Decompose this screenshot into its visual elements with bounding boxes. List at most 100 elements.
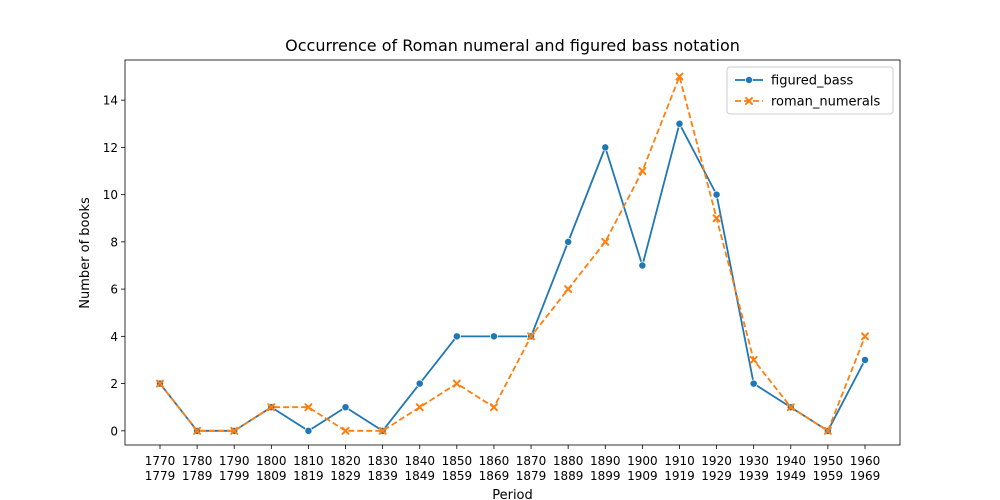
y-axis: 0 2 4 6 8 10 12 14 <box>103 94 125 438</box>
x-tick-label: 1850 <box>442 454 473 468</box>
data-point <box>675 72 684 81</box>
series-layer <box>156 72 869 435</box>
x-tick-label: 1859 <box>442 469 473 483</box>
data-point <box>861 332 869 341</box>
data-point <box>527 332 536 341</box>
data-point <box>378 426 387 435</box>
x-tick-label: 1790 <box>219 454 250 468</box>
x-tick-label: 1919 <box>664 469 695 483</box>
series-line-roman_numerals <box>159 75 866 432</box>
x-tick-label: 1940 <box>776 454 807 468</box>
y-tick-label: 6 <box>110 283 118 297</box>
y-tick-label: 14 <box>103 94 118 108</box>
x-tick-label: 1820 <box>330 454 361 468</box>
x-tick-label: 1869 <box>479 469 510 483</box>
data-point <box>341 403 350 412</box>
data-point <box>304 403 313 412</box>
x-tick-label: 1909 <box>627 469 658 483</box>
x-tick-label: 1809 <box>256 469 287 483</box>
legend-marker <box>745 76 753 84</box>
y-tick-label: 8 <box>110 235 118 249</box>
data-point <box>861 356 869 364</box>
x-tick-label: 1899 <box>590 469 621 483</box>
data-point <box>230 426 239 435</box>
x-tick-label: 1810 <box>293 454 324 468</box>
x-tick-label: 1929 <box>701 469 732 483</box>
x-tick-label: 1839 <box>367 469 398 483</box>
x-tick-label: 1939 <box>738 469 769 483</box>
legend-label: roman_numerals <box>771 95 880 110</box>
data-point <box>156 379 164 388</box>
x-tick-label: 1920 <box>701 454 732 468</box>
x-tick-label: 1889 <box>553 469 584 483</box>
legend-item-roman_numerals: roman_numerals <box>735 95 880 110</box>
data-point <box>601 237 610 246</box>
x-tick-label: 1770 <box>145 454 176 468</box>
legend: figured_bass roman_numerals <box>726 66 894 115</box>
x-tick-label: 1800 <box>256 454 287 468</box>
data-point <box>267 403 276 412</box>
x-tick-label: 1890 <box>590 454 621 468</box>
x-tick-label: 1950 <box>813 454 844 468</box>
data-point <box>712 214 721 223</box>
data-point <box>415 379 424 388</box>
data-point <box>415 403 424 412</box>
legend-box <box>726 66 894 115</box>
data-point <box>193 426 202 435</box>
data-point <box>452 379 461 388</box>
x-tick-label: 1960 <box>850 454 881 468</box>
legend-label: figured_bass <box>771 74 853 89</box>
data-point <box>823 426 832 435</box>
data-point <box>675 119 684 128</box>
legend-item-figured_bass: figured_bass <box>735 74 853 89</box>
plot-area <box>124 59 901 446</box>
y-tick-label: 10 <box>103 188 118 202</box>
data-point <box>638 167 647 176</box>
x-tick-label: 1779 <box>145 469 176 483</box>
data-point <box>638 261 647 270</box>
x-tick-label: 1949 <box>776 469 807 483</box>
y-tick-label: 0 <box>110 424 118 438</box>
data-point <box>452 332 461 341</box>
x-tick-label: 1799 <box>219 469 250 483</box>
x-tick-label: 1819 <box>293 469 324 483</box>
y-axis-label: Number of books <box>78 197 93 309</box>
data-point <box>564 237 573 246</box>
x-tick-label: 1789 <box>182 469 213 483</box>
x-tick-label: 1879 <box>516 469 547 483</box>
x-tick-label: 1830 <box>367 454 398 468</box>
legend-marker <box>745 97 753 105</box>
data-point <box>564 285 573 294</box>
data-point <box>749 379 758 388</box>
x-tick-label: 1959 <box>813 469 844 483</box>
chart-title: Occurrence of Roman numeral and figured … <box>285 36 740 55</box>
x-tick-label: 1930 <box>738 454 769 468</box>
data-point <box>489 332 498 341</box>
data-point <box>341 426 350 435</box>
data-point <box>601 143 610 152</box>
series-line-figured_bass <box>159 122 866 432</box>
data-point <box>712 190 721 199</box>
x-tick-label: 1900 <box>627 454 658 468</box>
x-tick-label: 1870 <box>516 454 547 468</box>
data-point <box>304 426 313 435</box>
y-tick-label: 4 <box>110 330 118 344</box>
x-tick-label: 1849 <box>404 469 435 483</box>
y-tick-label: 12 <box>103 141 118 155</box>
data-point <box>786 403 795 412</box>
x-tick-label: 1969 <box>850 469 881 483</box>
series-roman_numerals <box>156 72 869 435</box>
data-point <box>749 355 758 364</box>
x-tick-label: 1860 <box>479 454 510 468</box>
data-point <box>489 403 498 412</box>
x-tick-label: 1829 <box>330 469 361 483</box>
x-tick-label: 1780 <box>182 454 213 468</box>
y-tick-label: 2 <box>110 377 118 391</box>
x-tick-label: 1910 <box>664 454 695 468</box>
plot-frame <box>124 59 901 446</box>
x-tick-label: 1840 <box>404 454 435 468</box>
x-axis-label: Period <box>492 488 533 500</box>
x-tick-label: 1880 <box>553 454 584 468</box>
